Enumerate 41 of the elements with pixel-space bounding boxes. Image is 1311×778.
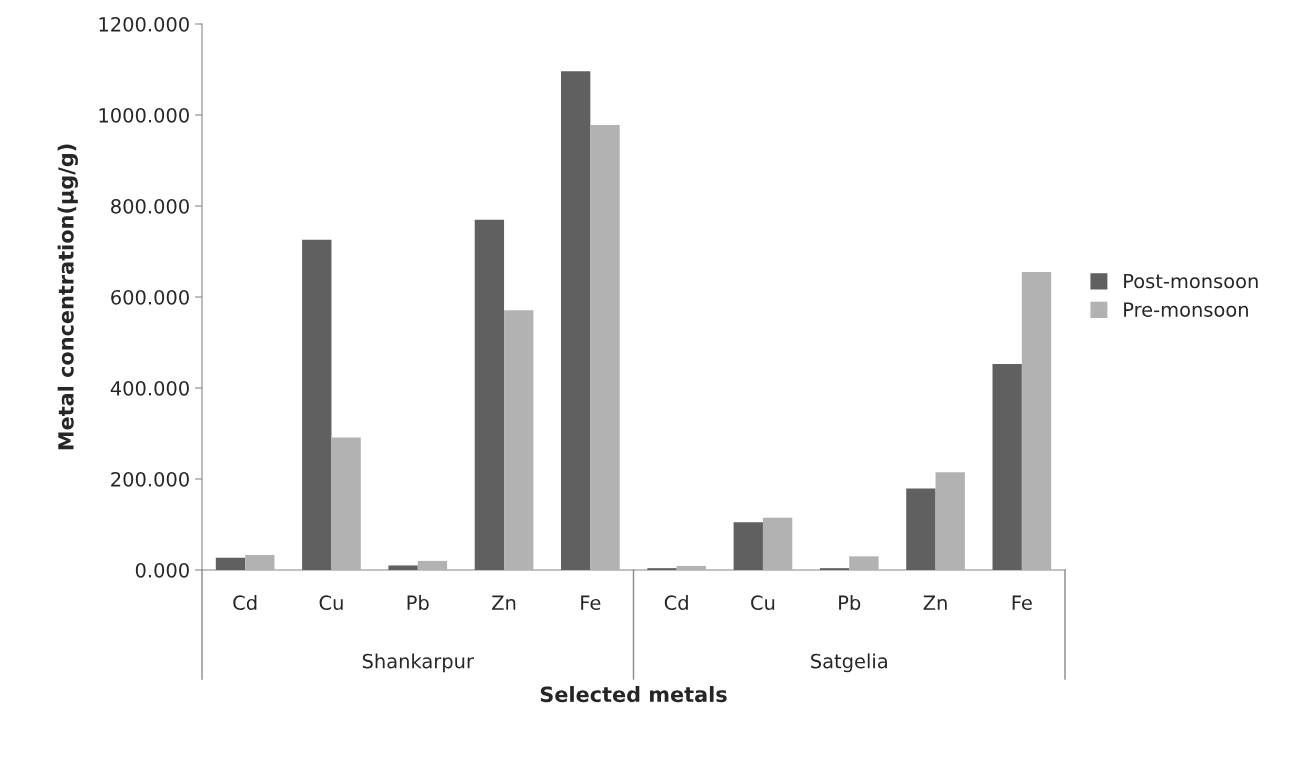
bar xyxy=(245,554,275,570)
x-tick-label: Cu xyxy=(751,595,775,611)
bar xyxy=(992,363,1022,570)
x-tick-label: Cd xyxy=(664,595,688,611)
bar xyxy=(1021,271,1052,570)
x-tick-label: Pb xyxy=(407,595,429,611)
x-tick-label: Cd xyxy=(233,595,257,611)
y-tick-label: 800.000 xyxy=(111,198,189,214)
legend-label: Post-monsoon xyxy=(1124,273,1258,289)
x-tick-label: Zn xyxy=(492,595,516,610)
x-axis-title: Selected metals xyxy=(540,686,727,703)
y-tick-label: 0.000 xyxy=(135,562,189,578)
bar xyxy=(906,488,936,570)
text: Satgelia xyxy=(811,653,887,673)
bar xyxy=(935,472,965,570)
bar xyxy=(733,522,763,570)
bar xyxy=(331,437,361,570)
bar xyxy=(676,565,706,570)
bar xyxy=(849,556,879,570)
x-tick-label: Zn xyxy=(923,595,947,610)
bar xyxy=(590,125,620,570)
bar xyxy=(302,239,332,570)
bar xyxy=(561,71,591,570)
bar xyxy=(417,560,448,570)
y-tick-label: 600.000 xyxy=(111,289,189,305)
bar xyxy=(762,517,793,570)
bar xyxy=(215,557,246,570)
x-tick-label: Pb xyxy=(839,595,861,611)
bar xyxy=(504,310,534,570)
y-tick-label: 1000.000 xyxy=(99,107,189,123)
y-tick-label: 1200.000 xyxy=(99,16,189,32)
x-tick-label: Cu xyxy=(319,595,343,611)
y-tick-label: 200.000 xyxy=(111,471,189,487)
legend-label: Pre-monsoon xyxy=(1124,302,1248,317)
y-axis-title: Metal concentration(µg/g) xyxy=(57,144,78,450)
x-tick-label: Fe xyxy=(581,595,601,611)
x-tick-label: Fe xyxy=(1012,595,1032,611)
text: Shankarpur xyxy=(362,653,474,673)
bar xyxy=(388,565,418,570)
bar xyxy=(474,219,505,570)
y-tick-label: 400.000 xyxy=(110,380,189,396)
